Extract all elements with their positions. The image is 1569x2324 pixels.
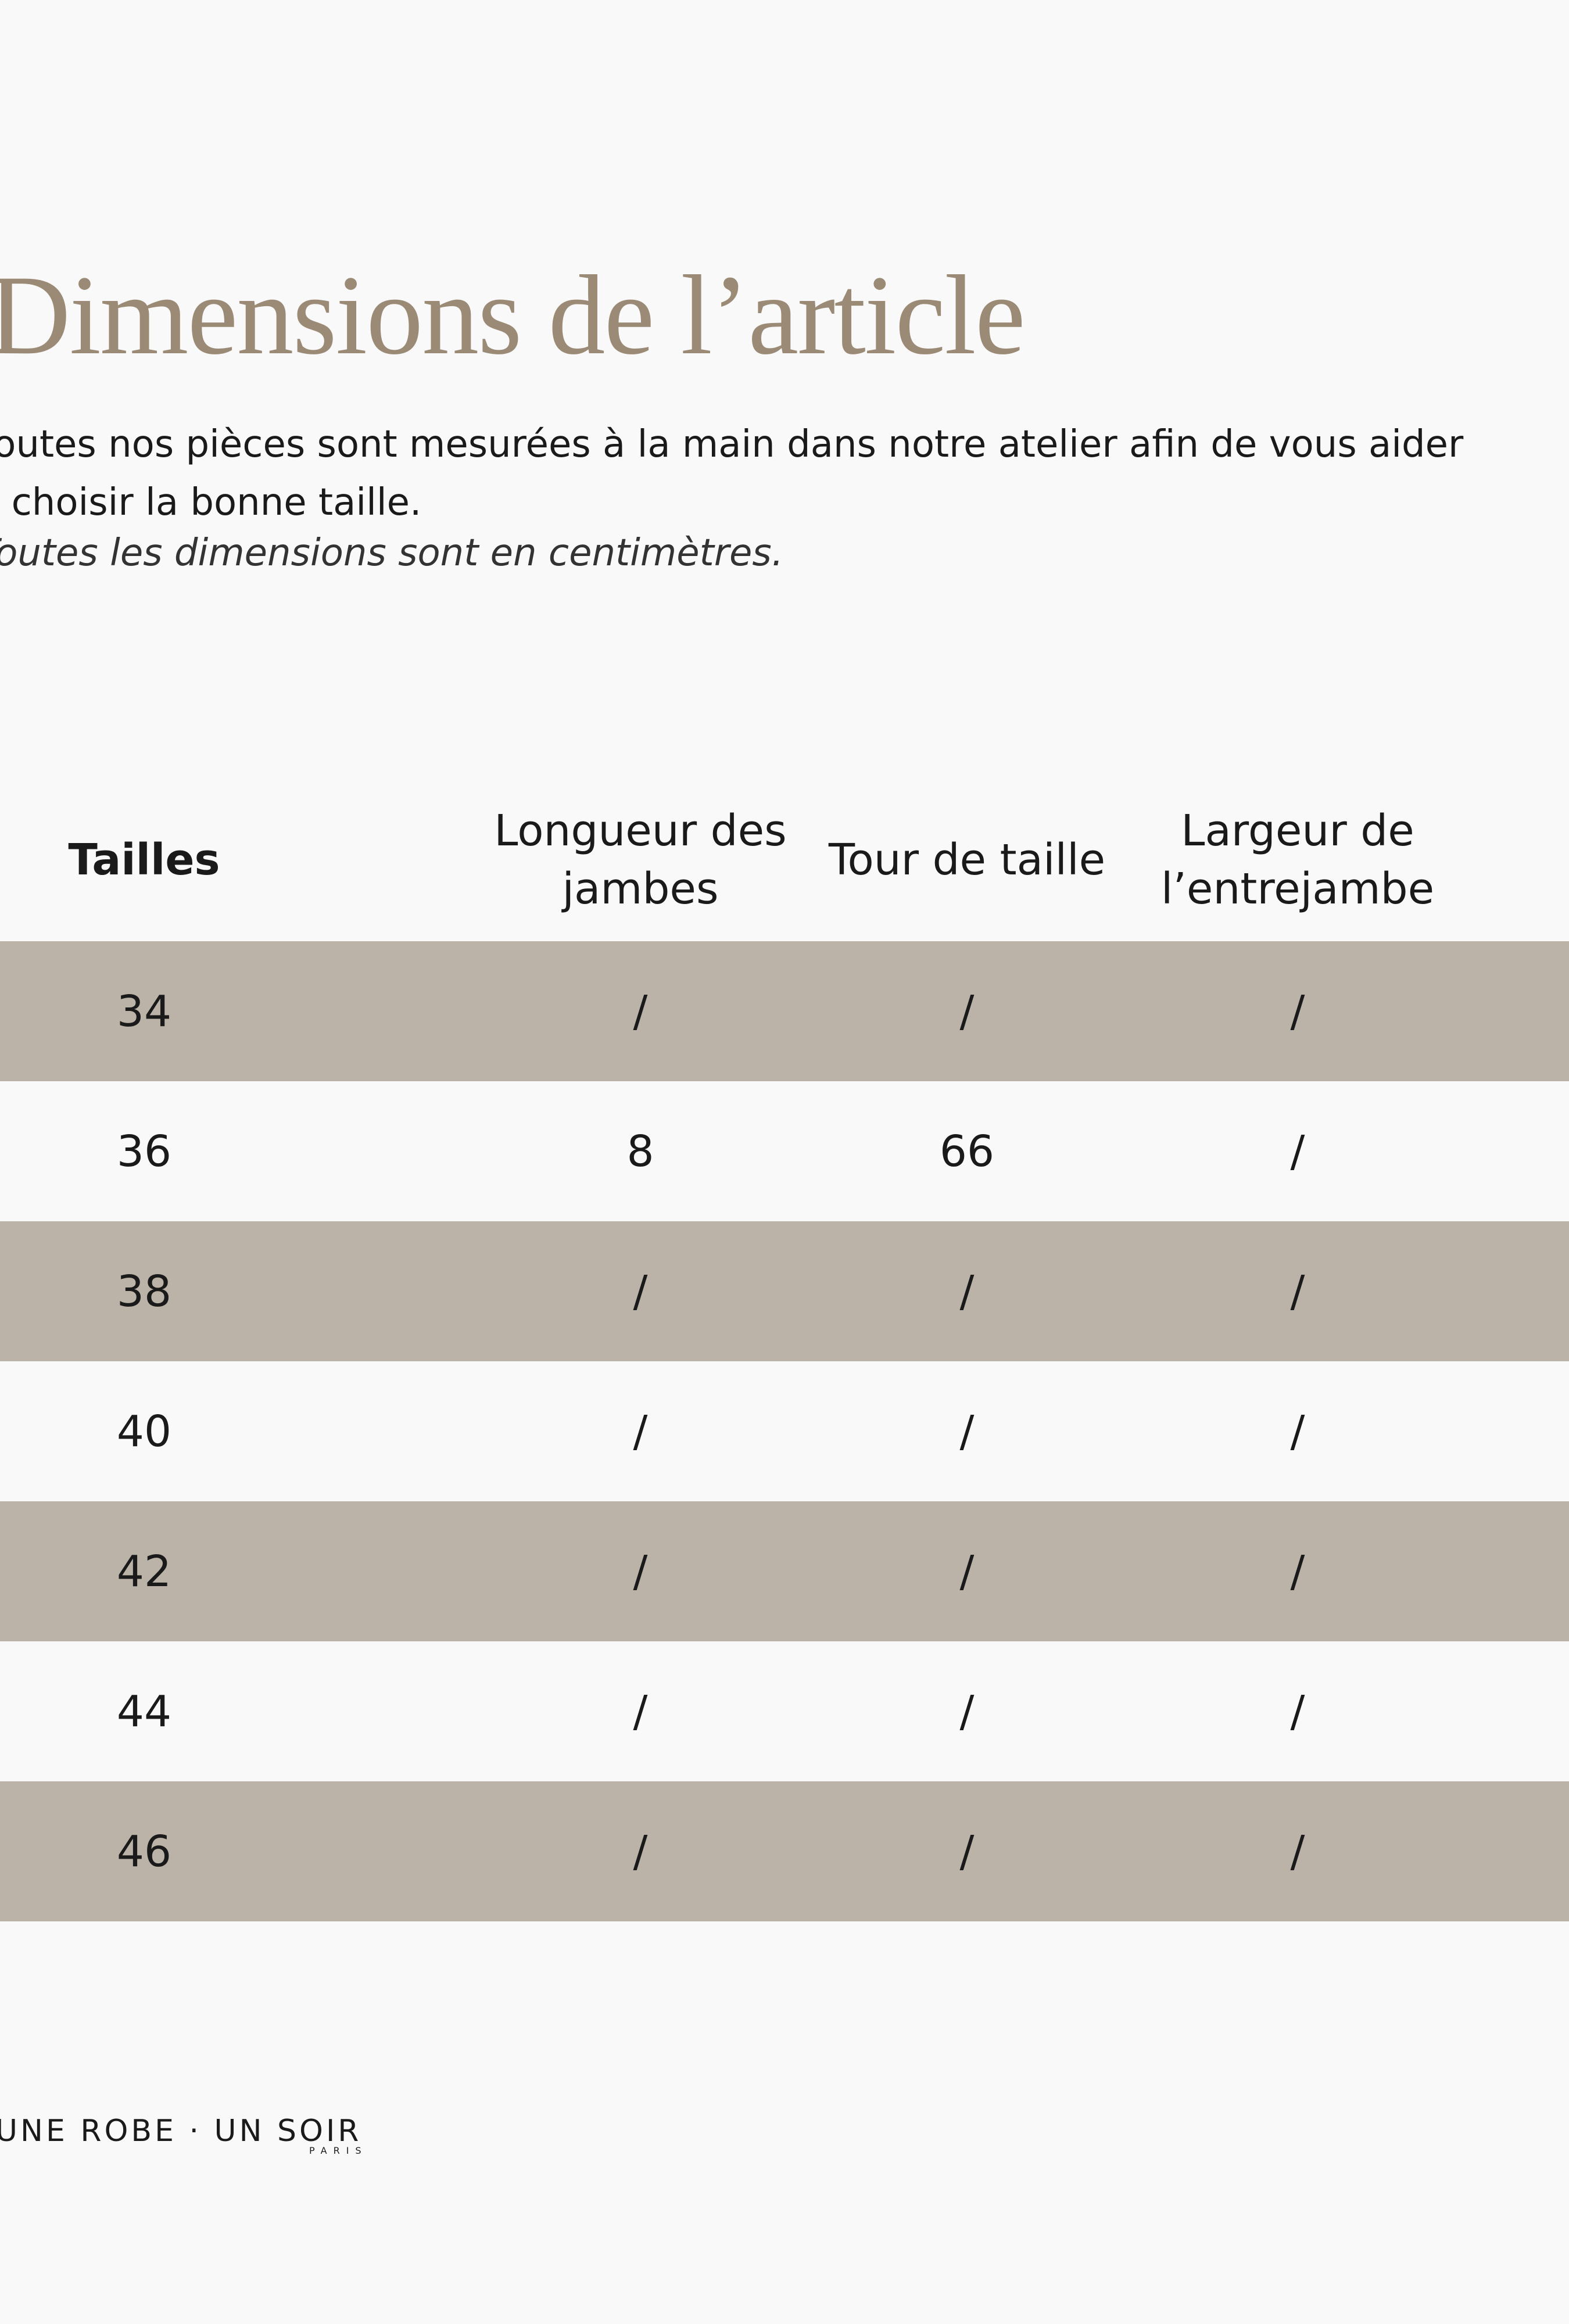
table-cell: / [1290, 1826, 1305, 1877]
brand-logo: UNE ROBE · UN SOIR [0, 2114, 362, 2149]
column-header: Tour de taille [828, 835, 1106, 885]
table-cell: 46 [116, 1826, 172, 1877]
column-header: Tailles [68, 835, 220, 885]
table-cell: / [959, 1546, 975, 1597]
table-cell: / [959, 1826, 975, 1877]
column-header: Longueur des jambes [494, 806, 787, 914]
table-cell: / [633, 1826, 648, 1877]
table-cell: / [1290, 1126, 1305, 1177]
table-row: 38 / / / [0, 1221, 1569, 1361]
intro-line: Toutes nos pièces sont mesurées à la mai… [0, 423, 1464, 466]
table-cell: 66 [939, 1126, 995, 1177]
table-cell: / [1290, 1686, 1305, 1737]
table-cell: / [1290, 1266, 1305, 1317]
table-row: 40 / / / [0, 1361, 1569, 1501]
table-row: 36 8 66 / [0, 1081, 1569, 1221]
table-cell: / [633, 1546, 648, 1597]
table-row: 44 / / / [0, 1641, 1569, 1781]
column-header: Largeur de l’entrejambe [1160, 806, 1435, 914]
table-cell: 38 [116, 1266, 172, 1317]
size-table: Tailles Longueur des jambes Tour de taille… [0, 779, 1569, 1921]
table-row: 46 / / / [0, 1781, 1569, 1921]
brand-city: PARIS [309, 2145, 368, 2156]
table-cell: 36 [116, 1126, 172, 1177]
table-cell: 40 [116, 1406, 172, 1457]
table-cell: 44 [116, 1686, 172, 1737]
table-cell: / [959, 1686, 975, 1737]
table-cell: / [633, 1686, 648, 1737]
header-row: Tailles Longueur des jambes Tour de taille… [0, 779, 1569, 941]
table-cell: / [959, 1266, 975, 1317]
table-row: 42 / / / [0, 1501, 1569, 1641]
table-cell: / [1290, 1406, 1305, 1457]
table-cell: / [633, 1406, 648, 1457]
table-row: 34 / / / [0, 941, 1569, 1081]
intro-line: à choisir la bonne taille. [0, 481, 422, 524]
title: Dimensions de l’article [0, 252, 1026, 378]
table-cell: 34 [116, 986, 172, 1037]
table-cell: / [1290, 1546, 1305, 1597]
note: Toutes les dimensions sont en centimètre… [0, 532, 784, 575]
table-cell: 8 [626, 1126, 654, 1177]
table-cell: / [1290, 986, 1305, 1037]
table-cell: / [633, 986, 648, 1037]
intro: Toutes nos pièces sont mesurées à la mai… [0, 415, 1463, 532]
table-cell: 42 [116, 1546, 172, 1597]
table-cell: / [959, 986, 975, 1037]
table-cell: / [959, 1406, 975, 1457]
table-cell: / [633, 1266, 648, 1317]
